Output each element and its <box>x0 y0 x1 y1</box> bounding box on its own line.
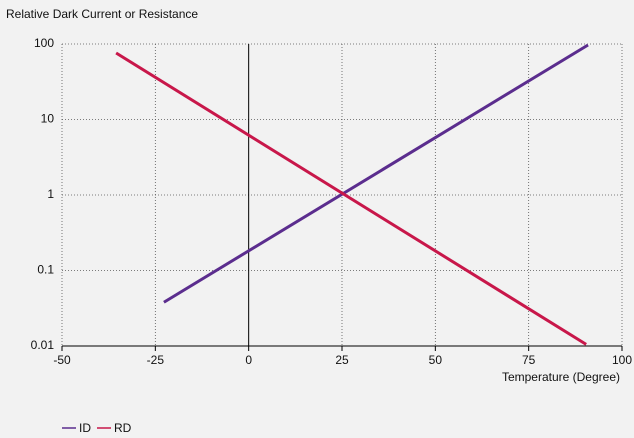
x-tick-label: 0 <box>245 353 252 367</box>
y-tick-label: 10 <box>41 112 55 126</box>
legend-label: ID <box>79 421 91 435</box>
x-tick-label: -25 <box>147 353 165 367</box>
y-tick-label: 0.1 <box>37 263 54 277</box>
x-tick-label: 50 <box>429 353 443 367</box>
x-tick-label: 100 <box>612 353 632 367</box>
x-tick-label: 75 <box>522 353 536 367</box>
line <box>163 43 589 304</box>
x-tick-label: -50 <box>53 353 71 367</box>
x-tick-label: 25 <box>335 353 349 367</box>
y-tick-label: 1 <box>47 187 54 201</box>
chart-title: Relative Dark Current or Resistance <box>6 7 198 21</box>
y-tick-label: 100 <box>34 36 54 50</box>
y-tick-label: 0.01 <box>31 338 55 352</box>
legend-label: RD <box>114 421 132 435</box>
x-axis-label: Temperature (Degree) <box>502 370 620 384</box>
line <box>115 51 587 346</box>
